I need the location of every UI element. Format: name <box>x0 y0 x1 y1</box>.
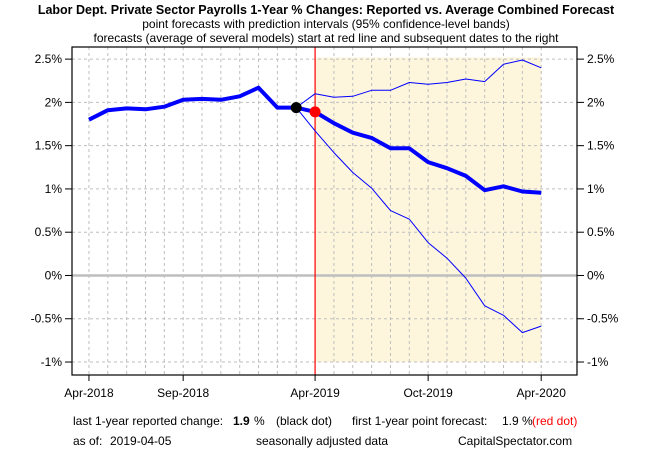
source-credit: CapitalSpectator.com <box>458 434 572 448</box>
reported-unit: % <box>254 414 265 428</box>
series-line-history <box>88 85 297 122</box>
y-tick-label-right: 0.5% <box>587 225 615 239</box>
x-tick-label: Oct-2019 <box>403 386 453 400</box>
chart-title: Labor Dept. Private Sector Payrolls 1-Ye… <box>38 3 615 17</box>
y-tick-label-left: -0.5% <box>31 312 63 326</box>
reported-note: (black dot) <box>276 414 332 428</box>
first-forecast-dot <box>309 106 321 118</box>
axis-layer: -1% -1% -0.5% -0.5% 0% 0% 0.5% 0.5% 1% 1% 1.5% 1.5%… <box>31 52 619 400</box>
y-tick-label-right: -1% <box>587 355 609 369</box>
marker-layer <box>290 102 321 118</box>
chart-subtitle-2: forecasts (average of several models) st… <box>94 31 560 45</box>
footer: last 1-year reported change: 1.9 % (blac… <box>73 414 577 448</box>
y-tick-label-left: 0.5% <box>35 225 63 239</box>
asof-date: 2019-04-05 <box>110 434 172 448</box>
y-tick-label-right: 2% <box>587 95 605 109</box>
chart-subtitle-1: point forecasts with prediction interval… <box>142 17 510 31</box>
plot-border <box>71 46 578 376</box>
y-tick-label-right: -0.5% <box>587 312 619 326</box>
adjustment-note: seasonally adjusted data <box>256 434 388 448</box>
x-tick-label: Apr-2018 <box>64 386 114 400</box>
series-layer <box>88 59 542 334</box>
reported-value: 1.9 <box>233 414 250 428</box>
y-tick-label-right: 2.5% <box>587 52 615 66</box>
series-line-upper <box>295 59 542 109</box>
forecast-value: 1.9 % <box>502 414 533 428</box>
reported-label: last 1-year reported change: <box>73 414 223 428</box>
y-tick-label-right: 1% <box>587 182 605 196</box>
series-line-lower <box>295 107 542 334</box>
asof-label: as of: <box>73 434 102 448</box>
y-tick-label-left: -1% <box>41 355 63 369</box>
x-tick-label: Sep-2018 <box>157 386 209 400</box>
footer-line-1: last 1-year reported change: 1.9 % (blac… <box>73 414 577 428</box>
series-line-forecast <box>295 105 542 195</box>
y-tick-label-left: 2.5% <box>35 52 63 66</box>
y-tick-label-left: 2% <box>45 95 63 109</box>
x-tick-label: Apr-2019 <box>290 386 340 400</box>
y-tick-label-left: 1% <box>45 182 63 196</box>
footer-line-2: as of: 2019-04-05 seasonally adjusted da… <box>73 434 572 448</box>
y-tick-label-left: 0% <box>45 268 63 282</box>
y-tick-label-right: 1.5% <box>587 139 615 153</box>
y-tick-label-right: 0% <box>587 268 605 282</box>
forecast-label: first 1-year point forecast: <box>352 414 487 428</box>
last-reported-dot <box>290 102 302 114</box>
grid-layer <box>72 47 577 375</box>
x-tick-label: Apr-2020 <box>517 386 567 400</box>
forecast-note: (red dot) <box>532 414 577 428</box>
y-tick-label-left: 1.5% <box>35 139 63 153</box>
